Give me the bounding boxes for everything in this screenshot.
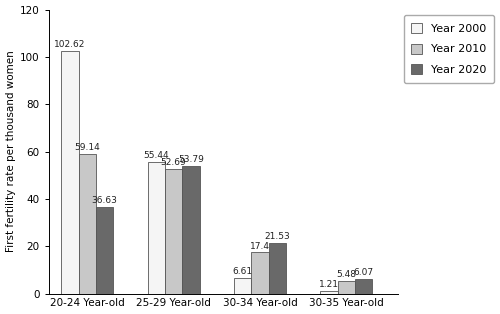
Bar [182,166,200,294]
Text: 17.4: 17.4 [250,241,270,251]
Bar [338,281,355,294]
Bar [96,207,113,294]
Legend: Year 2000, Year 2010, Year 2020: Year 2000, Year 2010, Year 2020 [404,15,494,83]
Text: 6.61: 6.61 [232,267,252,276]
Text: 36.63: 36.63 [92,196,118,205]
Bar [320,291,338,294]
Bar [62,51,78,294]
Text: 5.48: 5.48 [336,270,356,279]
Bar [148,162,165,294]
Text: 21.53: 21.53 [264,232,290,241]
Text: 55.44: 55.44 [144,151,169,160]
Bar [234,278,252,294]
Bar [252,252,268,294]
Text: 1.21: 1.21 [319,280,339,289]
Text: 102.62: 102.62 [54,40,86,49]
Bar [165,169,182,294]
Text: 59.14: 59.14 [74,143,100,152]
Bar [78,154,96,294]
Y-axis label: First fertility rate per thousand women: First fertility rate per thousand women [6,51,16,252]
Text: 52.69: 52.69 [160,158,186,167]
Bar [355,279,372,294]
Text: 53.79: 53.79 [178,155,204,164]
Text: 6.07: 6.07 [354,268,374,277]
Bar [268,243,286,294]
